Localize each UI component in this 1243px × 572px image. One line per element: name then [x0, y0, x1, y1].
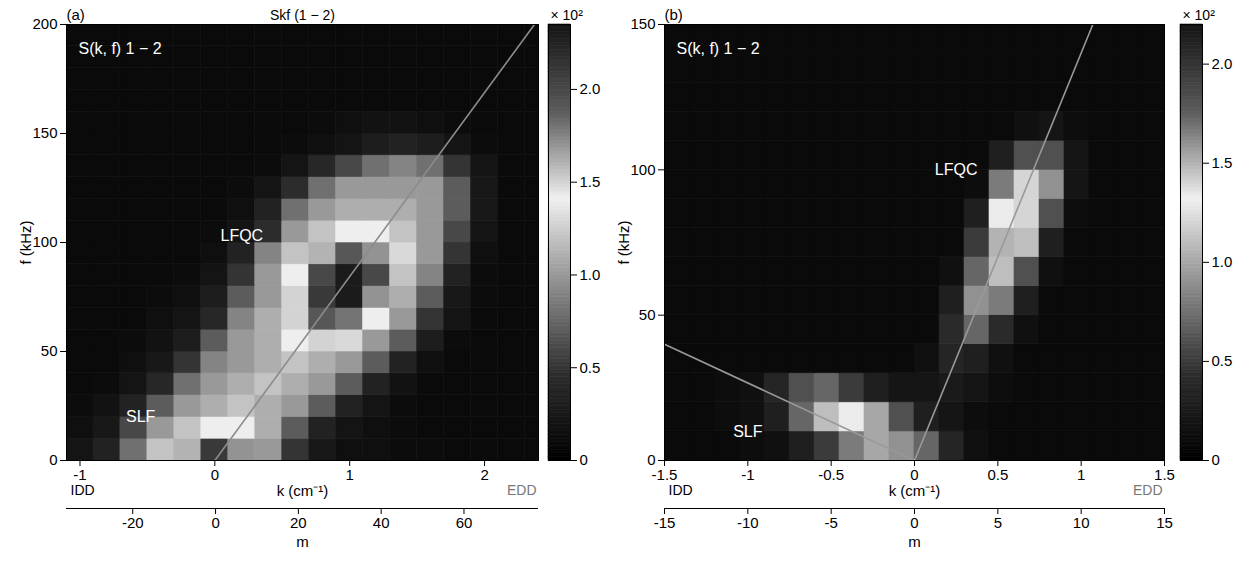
svg-text:× 10²: × 10²: [551, 7, 584, 23]
svg-text:0: 0: [580, 451, 588, 468]
svg-text:1.0: 1.0: [1212, 253, 1233, 270]
svg-text:50: 50: [41, 342, 58, 359]
svg-text:-10: -10: [737, 514, 759, 531]
svg-text:-0.5: -0.5: [818, 466, 844, 483]
svg-text:40: 40: [373, 514, 390, 531]
svg-text:100: 100: [32, 233, 57, 250]
svg-text:150: 150: [630, 15, 655, 32]
svg-text:SLF: SLF: [126, 408, 156, 425]
svg-text:1.5: 1.5: [1212, 154, 1233, 171]
svg-text:k (cm⁻¹): k (cm⁻¹): [889, 482, 941, 499]
svg-text:0: 0: [910, 466, 918, 483]
svg-text:0.5: 0.5: [1212, 352, 1233, 369]
svg-text:-1: -1: [73, 466, 86, 483]
svg-text:k (cm⁻¹): k (cm⁻¹): [277, 482, 329, 499]
svg-text:1: 1: [1077, 466, 1085, 483]
svg-text:EDD: EDD: [507, 482, 537, 498]
svg-text:EDD: EDD: [1133, 482, 1163, 498]
svg-text:15: 15: [1156, 514, 1173, 531]
svg-text:2.0: 2.0: [1212, 55, 1233, 72]
svg-text:m: m: [296, 533, 309, 550]
svg-text:100: 100: [630, 161, 655, 178]
svg-text:(a): (a): [67, 6, 85, 23]
svg-text:150: 150: [32, 124, 57, 141]
svg-text:60: 60: [456, 514, 473, 531]
svg-text:0.5: 0.5: [987, 466, 1008, 483]
svg-text:0.5: 0.5: [580, 359, 601, 376]
svg-text:-20: -20: [122, 514, 144, 531]
svg-text:10: 10: [1073, 514, 1090, 531]
svg-text:20: 20: [290, 514, 307, 531]
svg-text:LFQC: LFQC: [935, 161, 978, 178]
svg-text:f (kHz): f (kHz): [615, 220, 632, 264]
svg-text:200: 200: [32, 15, 57, 32]
svg-text:2: 2: [480, 466, 488, 483]
svg-text:-15: -15: [654, 514, 676, 531]
svg-text:2.0: 2.0: [580, 80, 601, 97]
svg-text:SLF: SLF: [733, 423, 763, 440]
svg-text:Skf (1 − 2): Skf (1 − 2): [270, 7, 335, 23]
svg-text:-5: -5: [824, 514, 837, 531]
svg-text:m: m: [908, 533, 921, 550]
svg-text:5: 5: [994, 514, 1002, 531]
svg-text:0: 0: [49, 451, 57, 468]
svg-text:IDD: IDD: [71, 482, 95, 498]
svg-text:0: 0: [910, 514, 918, 531]
svg-text:0: 0: [211, 466, 219, 483]
svg-text:1: 1: [346, 466, 354, 483]
svg-text:0: 0: [211, 514, 219, 531]
svg-text:1.5: 1.5: [580, 173, 601, 190]
svg-text:S(k, f) 1 − 2: S(k, f) 1 − 2: [677, 40, 760, 57]
svg-text:1.5: 1.5: [1154, 466, 1175, 483]
svg-text:f (kHz): f (kHz): [17, 220, 34, 264]
svg-text:IDD: IDD: [669, 482, 693, 498]
svg-text:LFQC: LFQC: [220, 227, 263, 244]
svg-text:1.0: 1.0: [580, 266, 601, 283]
svg-text:-1.5: -1.5: [652, 466, 678, 483]
svg-text:0: 0: [1212, 451, 1220, 468]
svg-text:(b): (b): [665, 6, 683, 23]
svg-text:50: 50: [639, 306, 656, 323]
svg-text:× 10²: × 10²: [1183, 7, 1216, 23]
svg-text:-1: -1: [741, 466, 754, 483]
svg-text:S(k, f) 1 − 2: S(k, f) 1 − 2: [79, 40, 162, 57]
svg-text:0: 0: [647, 451, 656, 469]
